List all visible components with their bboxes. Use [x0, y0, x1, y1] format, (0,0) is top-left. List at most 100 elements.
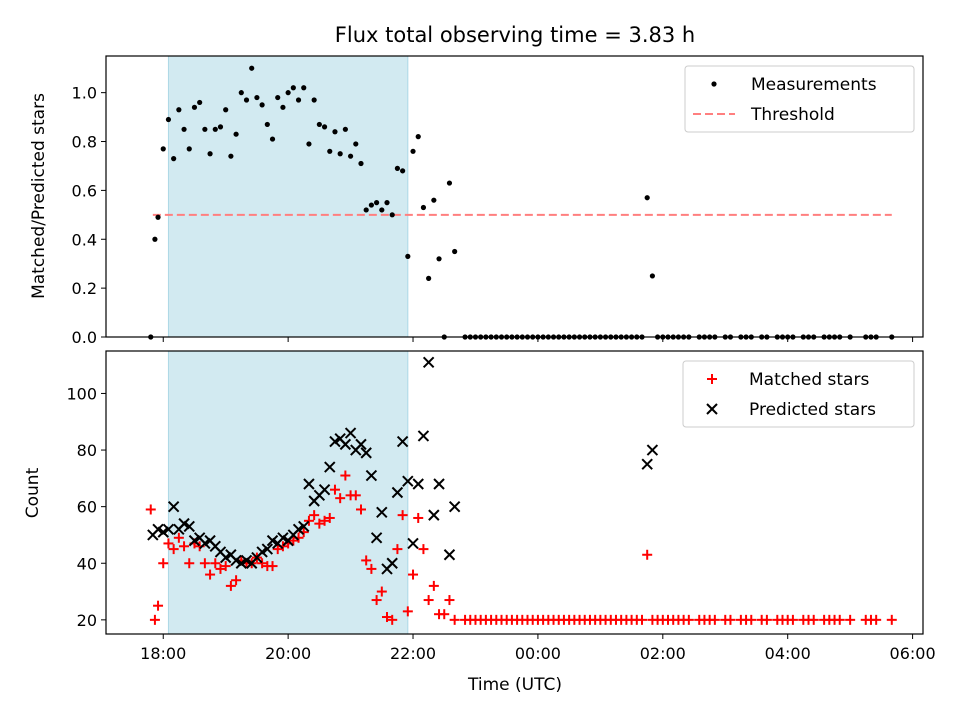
- legend-label: Threshold: [750, 105, 835, 125]
- data-point: [358, 160, 364, 167]
- data-point: [426, 275, 432, 281]
- data-point-b: [443, 549, 456, 561]
- data-point: [280, 104, 286, 110]
- x-axis-label: Time (UTC): [467, 675, 562, 695]
- data-point: [165, 116, 172, 123]
- x-tick-label: 22:00: [390, 644, 436, 663]
- data-point: [371, 595, 382, 606]
- data-point: [243, 97, 250, 103]
- data-point: [386, 557, 398, 569]
- data-point: [428, 509, 440, 521]
- data-point: [212, 126, 218, 132]
- data-point: [168, 544, 179, 555]
- figure-title: Flux total observing time = 3.83 h: [335, 23, 695, 47]
- legend-marker: [706, 403, 718, 415]
- data-point: [392, 544, 403, 555]
- data-point: [389, 212, 395, 218]
- data-point: [408, 569, 419, 580]
- data-point-b: [209, 540, 221, 552]
- data-point: [254, 94, 260, 101]
- data-point: [402, 606, 413, 617]
- data-point: [210, 558, 221, 569]
- data-point: [238, 90, 244, 96]
- data-point: [199, 558, 210, 569]
- data-point-b: [162, 523, 175, 535]
- data-point: [420, 204, 427, 211]
- data-point: [309, 510, 320, 521]
- data-point: [145, 504, 156, 515]
- data-point: [449, 614, 460, 625]
- data-point: [423, 595, 434, 606]
- data-point: [231, 575, 242, 586]
- data-point-b: [370, 532, 383, 544]
- data-point-b: [298, 520, 310, 533]
- data-point: [324, 512, 335, 523]
- top-y-axis-label: Matched/Predicted stars: [29, 93, 49, 299]
- data-point-b: [230, 554, 242, 567]
- legend-marker: [707, 374, 717, 384]
- legend-marker-b: [706, 403, 718, 415]
- axes-frame: [105, 55, 924, 338]
- data-point: [413, 512, 424, 523]
- data-point-b: [407, 537, 419, 550]
- data-point: [285, 90, 291, 96]
- y-tick-label: 60: [77, 498, 97, 517]
- data-point: [355, 438, 367, 451]
- data-point-b: [183, 520, 195, 533]
- data-point: [373, 200, 380, 206]
- y-tick-label: 0.4: [72, 230, 97, 249]
- data-point: [400, 168, 406, 174]
- data-point: [314, 518, 325, 529]
- data-point: [428, 580, 439, 591]
- data-point: [163, 538, 174, 549]
- data-point-b: [178, 517, 190, 530]
- data-point: [415, 134, 421, 140]
- data-point-b: [376, 506, 388, 519]
- data-point: [761, 614, 772, 625]
- data-point: [173, 532, 184, 543]
- data-point: [167, 500, 180, 513]
- data-point-b: [402, 475, 414, 487]
- data-point: [436, 256, 442, 262]
- data-point-b: [261, 543, 274, 555]
- data-point: [452, 248, 458, 255]
- legend-marker: [711, 81, 717, 87]
- data-point: [641, 458, 653, 470]
- data-point: [153, 600, 164, 611]
- data-point: [316, 121, 322, 128]
- data-point-b: [344, 427, 357, 439]
- data-point-b: [355, 438, 367, 451]
- data-point: [228, 153, 234, 159]
- series-matched-stars: [145, 470, 897, 625]
- data-point: [342, 126, 348, 132]
- legend-label: Matched stars: [749, 370, 869, 390]
- data-point: [368, 202, 374, 208]
- legend-box: [682, 360, 915, 428]
- data-point: [886, 614, 897, 625]
- data-point: [387, 614, 398, 625]
- data-point: [337, 151, 343, 157]
- data-point: [871, 614, 882, 625]
- y-tick-label: 0.6: [72, 181, 97, 200]
- data-point: [444, 595, 455, 606]
- data-point: [787, 614, 798, 625]
- data-point: [402, 475, 414, 487]
- data-point: [223, 107, 229, 113]
- data-point: [808, 614, 819, 625]
- data-point-b: [448, 500, 461, 513]
- data-point: [391, 486, 404, 499]
- y-tick-label: 0.0: [72, 328, 97, 347]
- data-point: [335, 493, 346, 504]
- data-point: [324, 461, 336, 473]
- y-tick-label: 1.0: [72, 84, 97, 103]
- x-tick-label: 00:00: [515, 644, 561, 663]
- data-point: [439, 609, 450, 620]
- data-point-b: [240, 554, 253, 567]
- legend-label: Predicted stars: [749, 400, 876, 420]
- data-point: [340, 470, 351, 481]
- data-point: [353, 141, 359, 147]
- x-tick-label: 06:00: [890, 644, 936, 663]
- x-tick-label: 18:00: [140, 644, 186, 663]
- data-point-b: [391, 486, 404, 499]
- data-point: [396, 435, 409, 448]
